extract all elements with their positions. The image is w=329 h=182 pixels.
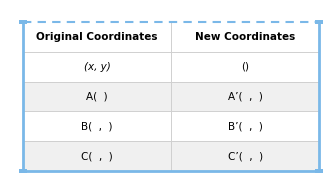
- Bar: [19, 19, 27, 24]
- Text: Original Coordinates: Original Coordinates: [36, 32, 158, 42]
- Bar: [23, 82, 319, 111]
- Bar: [315, 19, 323, 24]
- Text: C(  ,  ): C( , ): [81, 151, 113, 161]
- Bar: [19, 169, 27, 173]
- Text: A’(  ,  ): A’( , ): [228, 92, 263, 101]
- Bar: [23, 22, 319, 171]
- Bar: [23, 52, 319, 82]
- Bar: [23, 141, 319, 171]
- Text: B’(  ,  ): B’( , ): [228, 121, 263, 131]
- Bar: [315, 169, 323, 173]
- Text: (): (): [241, 62, 249, 72]
- Bar: [23, 22, 319, 52]
- Text: (x, y): (x, y): [84, 62, 111, 72]
- Text: A(  ): A( ): [86, 92, 108, 101]
- Bar: [23, 111, 319, 141]
- Text: New Coordinates: New Coordinates: [195, 32, 295, 42]
- Text: C’(  ,  ): C’( , ): [228, 151, 263, 161]
- Text: B(  ,  ): B( , ): [81, 121, 113, 131]
